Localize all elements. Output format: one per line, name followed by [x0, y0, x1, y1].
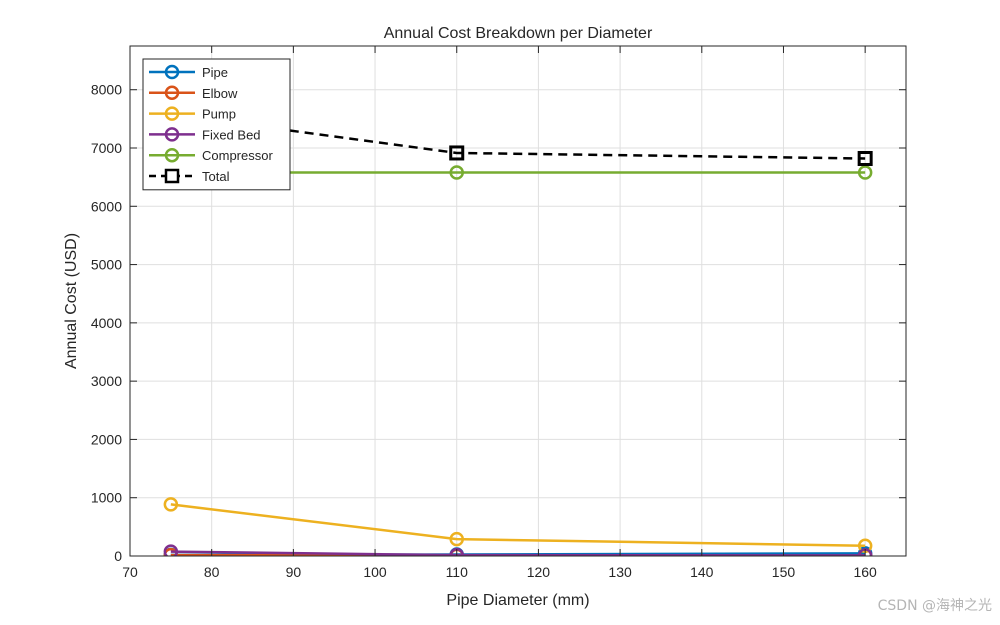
legend-marker	[164, 147, 180, 163]
x-tick-label: 120	[527, 564, 551, 580]
x-tick-label: 100	[363, 564, 387, 580]
watermark: CSDN @海神之光	[877, 598, 992, 614]
ticks: 70 80 90 100 110 120 130 140 150 160 0 1000 2000 3000…	[91, 46, 906, 580]
legend-marker	[164, 168, 180, 184]
legend-label: Total	[202, 169, 230, 184]
legend-label: Pump	[202, 107, 236, 122]
x-tick-label: 160	[853, 564, 877, 580]
legend-label: Fixed Bed	[202, 127, 261, 142]
data-point-total	[449, 145, 465, 161]
data-point-total	[857, 150, 873, 166]
data-point-compressor	[449, 165, 464, 180]
x-tick-label: 130	[608, 564, 632, 580]
x-tick-label: 110	[446, 564, 469, 580]
data-point-pump	[163, 497, 179, 512]
data-point-pump	[449, 531, 464, 547]
legend-marker	[164, 127, 180, 142]
legend-box	[142, 58, 291, 191]
legend-item-elbow[interactable]: Elbow	[149, 85, 238, 101]
x-tick-label: 70	[122, 564, 138, 580]
y-tick-label: 1000	[91, 490, 122, 506]
chart-title: Annual Cost Breakdown per Diameter	[384, 25, 653, 42]
legend-label: Pipe	[202, 65, 228, 80]
y-axis-title: Annual Cost (USD)	[63, 233, 80, 369]
y-tick-label: 3000	[91, 373, 122, 389]
y-tick-label: 7000	[91, 140, 122, 156]
legend-label: Compressor	[202, 148, 273, 163]
legend-item-pipe[interactable]: Pipe	[149, 64, 228, 80]
legend-item-pump[interactable]: Pump	[149, 106, 236, 122]
y-tick-label: 8000	[91, 82, 122, 98]
y-tick-label: 4000	[91, 315, 122, 331]
legend-marker	[164, 85, 180, 101]
x-tick-label: 90	[286, 564, 302, 580]
legend-marker	[164, 64, 180, 80]
plot-frame	[129, 45, 907, 557]
x-axis-title: Pipe Diameter (mm)	[446, 592, 589, 609]
legend-marker	[164, 106, 180, 121]
x-tick-label: 140	[690, 564, 714, 580]
legend-label: Elbow	[202, 86, 238, 101]
data-point-fixed-bed	[163, 544, 179, 556]
legend-item-fixed-bed[interactable]: Fixed Bed	[149, 127, 261, 142]
x-tick-label: 80	[204, 564, 220, 580]
y-tick-label: 5000	[91, 257, 122, 273]
legend-item-total[interactable]: Total	[149, 168, 230, 184]
y-tick-label: 6000	[91, 198, 122, 214]
legend[interactable]: Pipe Elbow Pump Fixed Bed Compressor Total	[142, 58, 291, 191]
x-tick-label: 150	[772, 564, 796, 580]
y-tick-label: 2000	[91, 431, 122, 447]
legend-item-compressor[interactable]: Compressor	[149, 147, 273, 163]
y-tick-label: 0	[114, 548, 122, 564]
data-point-compressor	[857, 165, 873, 180]
series-line-pump	[170, 503, 866, 548]
